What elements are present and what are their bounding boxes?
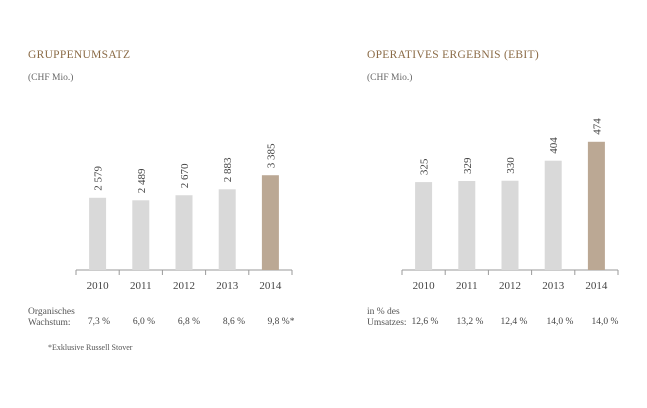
x-tick-label: 2012 [173, 280, 195, 292]
bar-value-label: 329 [462, 157, 474, 174]
chart-title: OPERATIVES ERGEBNIS (EBIT) [367, 49, 539, 61]
bar [132, 200, 150, 270]
margin-value: 12,6 % [411, 317, 439, 327]
bar [261, 175, 279, 270]
bar [544, 160, 562, 270]
margin-value: 14,0 % [591, 317, 619, 327]
revenue-bar-chart: 2 579 2010 2 489 2011 2 670 2012 2 883 2013 3 38… [75, 143, 293, 292]
footnote: *Exklusive Russell Stover [48, 343, 133, 352]
bar [458, 181, 476, 270]
growth-value: 8,6 % [222, 317, 246, 327]
bar-value-label: 404 [548, 137, 560, 154]
bar-value-label: 330 [505, 157, 517, 174]
x-tick-label: 2012 [499, 280, 521, 292]
growth-value: 7,3 % [87, 317, 111, 327]
x-tick-label: 2011 [130, 280, 152, 292]
margin-value: 14,0 % [546, 317, 574, 327]
margin-value: 13,2 % [456, 317, 484, 327]
bar [501, 180, 519, 270]
bar-value-label: 3 385 [265, 143, 277, 168]
row-label-line2: Umsatzes: [367, 318, 407, 328]
x-tick-label: 2010 [413, 280, 436, 292]
growth-value: 9,8 %* [267, 317, 295, 327]
bar [218, 189, 236, 270]
row-label-line2: Wachstum: [28, 318, 71, 328]
x-tick-label: 2013 [216, 280, 239, 292]
growth-value: 6,0 % [132, 317, 156, 327]
bar-value-label: 474 [591, 118, 603, 135]
bar [587, 141, 605, 270]
x-tick-label: 2011 [456, 280, 478, 292]
row-label-line1: in % des [367, 307, 400, 317]
bar [175, 195, 193, 270]
ebit-panel: OPERATIVES ERGEBNIS (EBIT) (CHF Mio.) 32… [340, 0, 640, 408]
chart-unit: (CHF Mio.) [367, 73, 413, 83]
bar-value-label: 2 670 [179, 163, 191, 188]
growth-value: 6,8 % [177, 317, 201, 327]
ebit-bar-chart: 325 2010 329 2011 330 2012 404 2013 474 2014 [401, 118, 619, 292]
chart-title: GRUPPENUMSATZ [28, 49, 131, 61]
bar-value-label: 325 [419, 158, 431, 175]
row-label-line1: Organisches [28, 307, 75, 317]
margin-value: 12,4 % [500, 317, 528, 327]
bar [89, 197, 107, 270]
revenue-panel: GRUPPENUMSATZ (CHF Mio.) 2 579 2010 2 489 2… [0, 0, 300, 408]
x-tick-label: 2014 [259, 280, 282, 292]
bar-value-label: 2 579 [93, 166, 105, 191]
x-tick-label: 2013 [542, 280, 565, 292]
x-tick-label: 2010 [87, 280, 110, 292]
bar [415, 182, 433, 270]
chart-unit: (CHF Mio.) [28, 73, 74, 83]
bar-value-label: 2 883 [222, 157, 234, 182]
x-tick-label: 2014 [585, 280, 608, 292]
bar-value-label: 2 489 [136, 168, 148, 193]
